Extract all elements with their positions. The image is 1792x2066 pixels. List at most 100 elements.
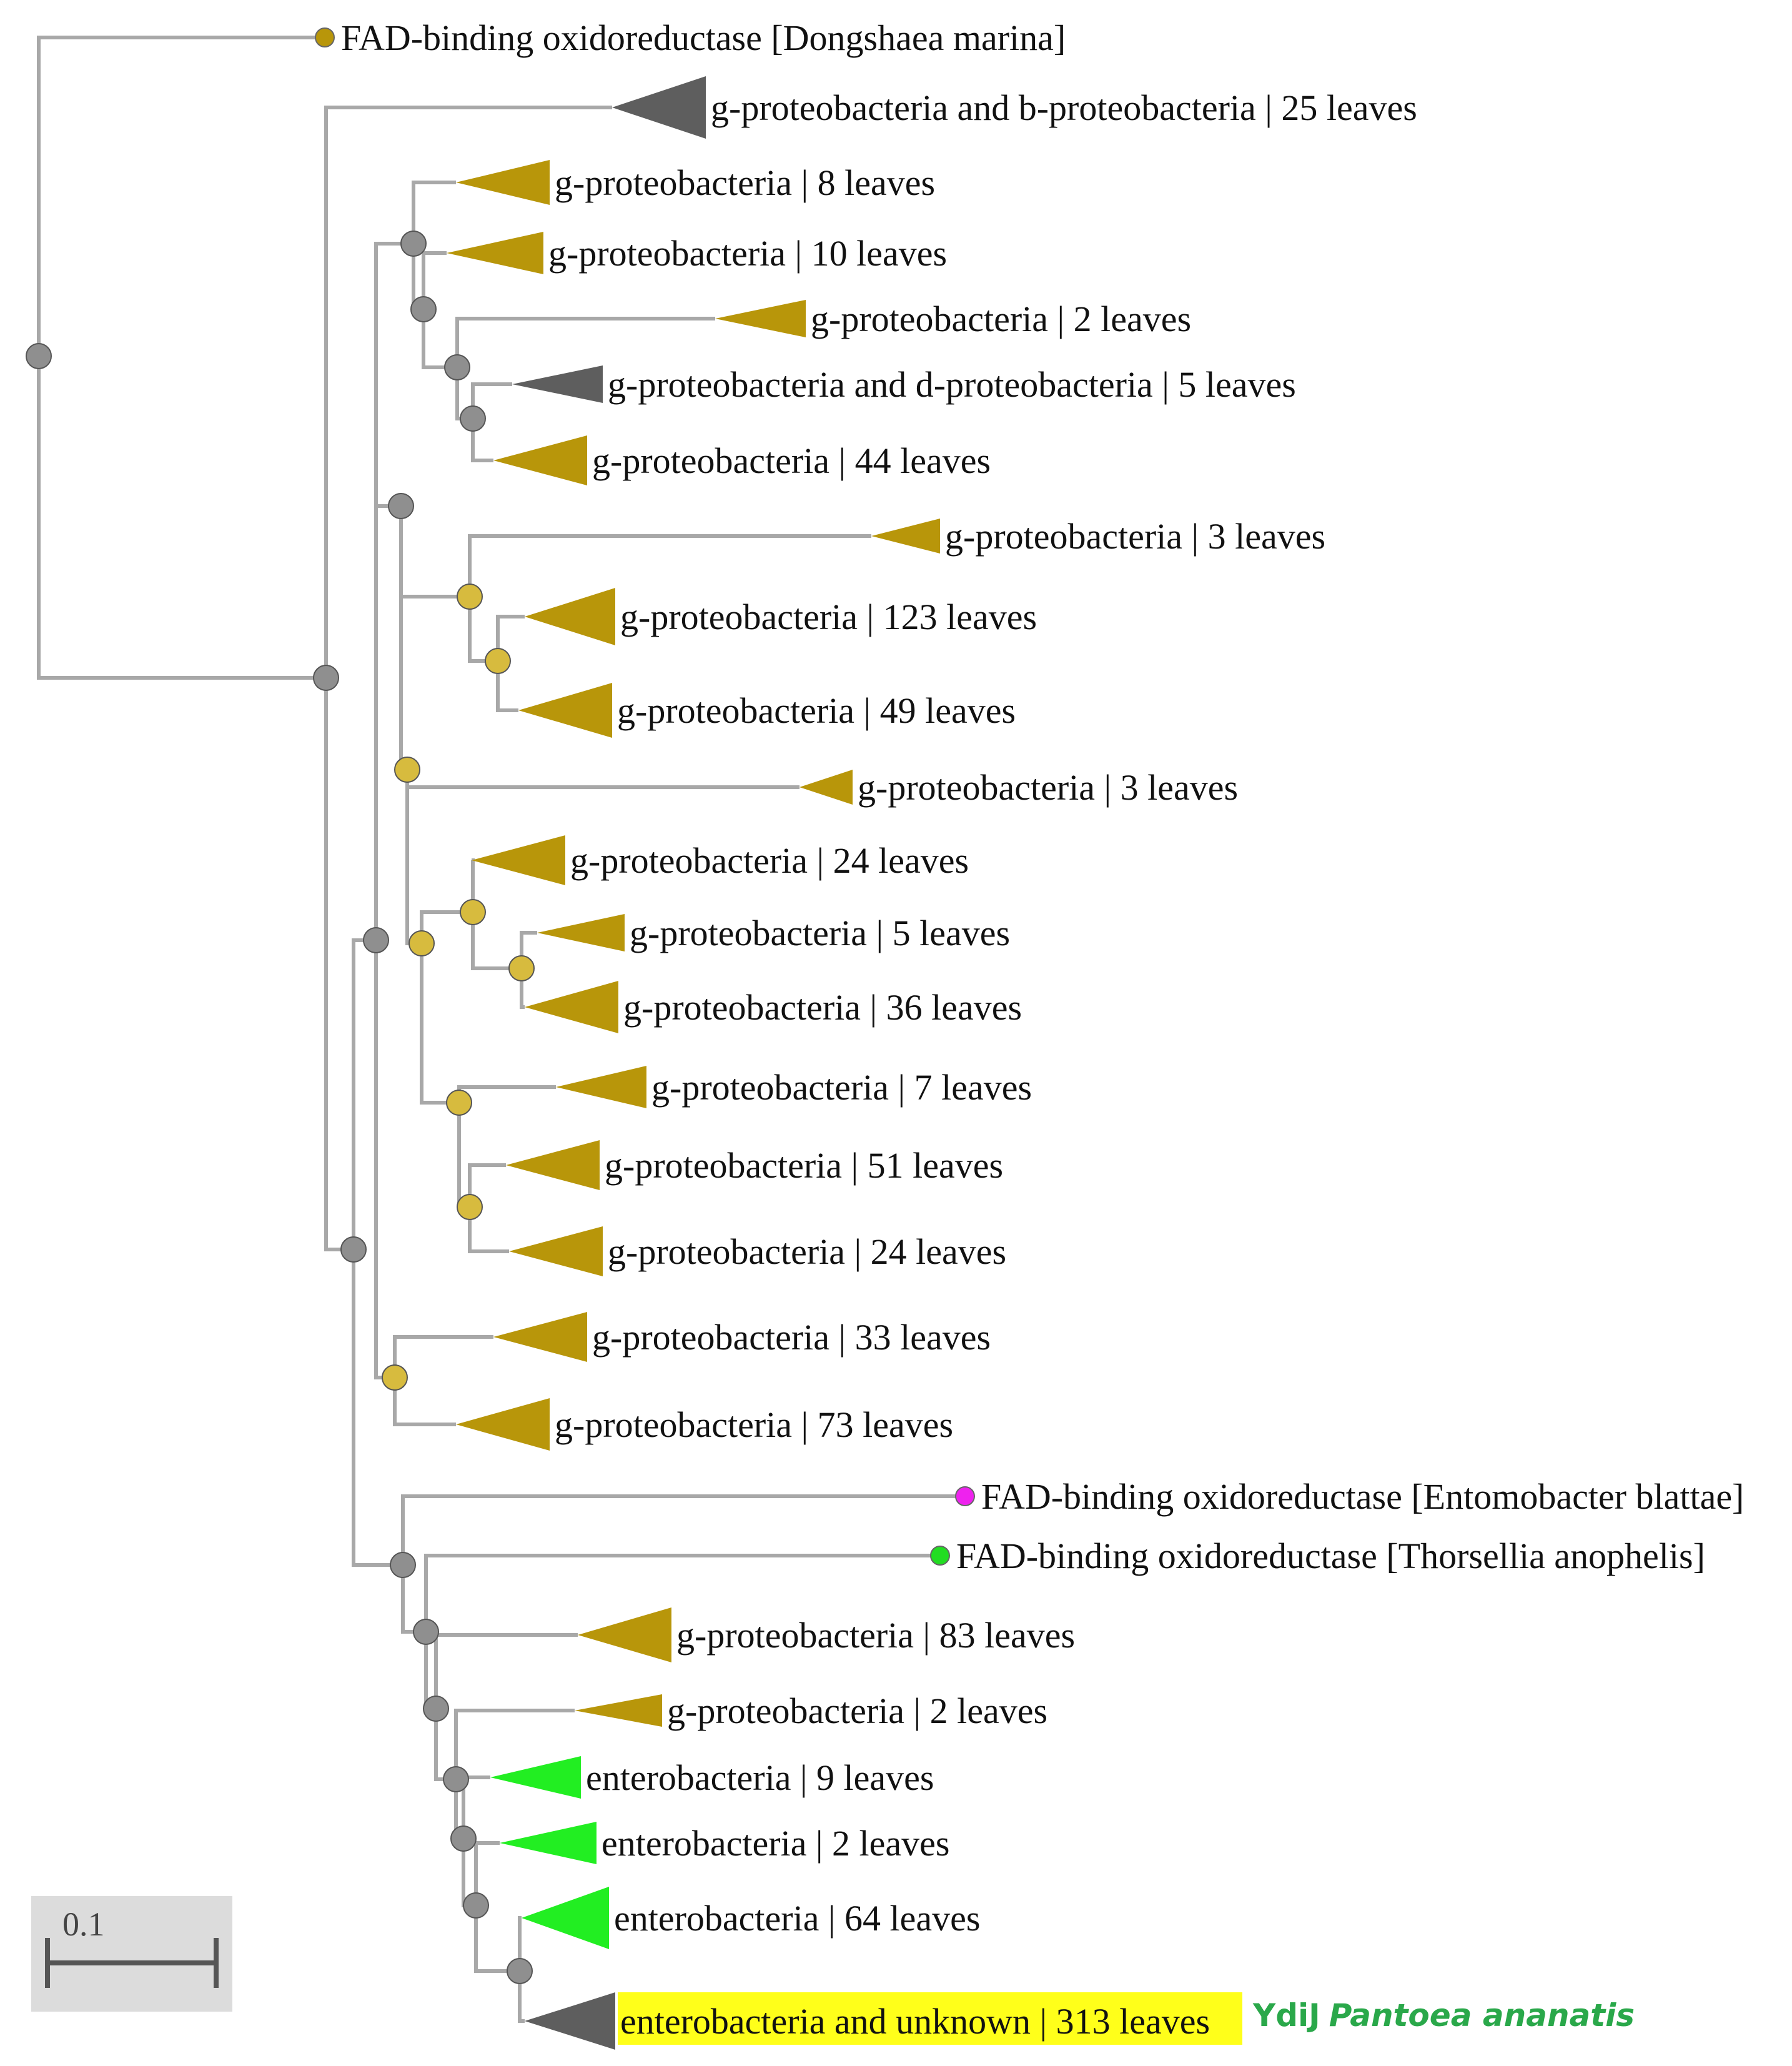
internal-node (313, 665, 339, 691)
leaf-label: g-proteobacteria | 83 leaves (676, 1615, 1075, 1656)
scale-bar-background (31, 1896, 232, 2012)
branch-line (401, 1494, 965, 1565)
branch-line (399, 506, 470, 598)
internal-node (508, 955, 535, 981)
internal-node (26, 343, 52, 369)
internal-node (443, 1766, 469, 1792)
branch-line (457, 1085, 556, 1103)
leaf-node-dot (930, 1546, 950, 1566)
leaf-label: enterobacteria | 2 leaves (601, 1823, 949, 1864)
scale-bar-label: 0.1 (62, 1905, 105, 1943)
leaf-labels: FAD-binding oxidoreductase [Dongshaea ma… (341, 17, 1744, 2045)
collapsed-clade-triangle (556, 1066, 646, 1108)
collapsed-clade-triangle (518, 683, 612, 738)
collapsed-clade-triangle (715, 300, 806, 337)
leaf-label: g-proteobacteria | 3 leaves (858, 767, 1238, 808)
leaf-label: g-proteobacteria | 123 leaves (620, 597, 1037, 637)
branch-line (518, 1971, 525, 2023)
leaf-label: g-proteobacteria | 2 leaves (667, 1691, 1047, 1731)
internal-node (457, 584, 483, 610)
internal-node (390, 1552, 416, 1578)
leaf-label: g-proteobacteria | 8 leaves (555, 162, 935, 203)
leaf-label: g-proteobacteria | 24 leaves (608, 1231, 1006, 1272)
leaf-label: g-proteobacteria | 44 leaves (592, 440, 991, 481)
branch-line (434, 1633, 578, 1709)
internal-node (408, 930, 435, 956)
tree-nodes (26, 231, 535, 1984)
internal-node (423, 1696, 449, 1722)
collapsed-clade-triangle (456, 1398, 550, 1451)
leaf-label: g-proteobacteria | 33 leaves (592, 1317, 991, 1358)
internal-node (388, 493, 414, 519)
branch-line (374, 504, 401, 940)
branch-line (324, 678, 354, 1251)
internal-node (446, 1090, 472, 1116)
collapsed-clade-triangle (575, 1694, 662, 1727)
collapsed-clade-triangle (472, 835, 565, 885)
branch-line (412, 181, 456, 244)
leaf-label: g-proteobacteria | 24 leaves (570, 840, 969, 881)
leaf-node-dot (955, 1486, 975, 1506)
collapsed-clade-triangle (522, 1887, 609, 1949)
branch-line (422, 251, 447, 309)
leaf-label: g-proteobacteria | 2 leaves (811, 299, 1191, 339)
branch-line (496, 661, 518, 712)
internal-node (340, 1236, 367, 1263)
collapsed-clade-triangle (525, 981, 618, 1033)
leaf-label: FAD-binding oxidoreductase [Thorsellia a… (956, 1536, 1705, 1576)
collapsed-clade-triangle (506, 1140, 600, 1190)
internal-node (450, 1825, 477, 1852)
leaf-label: enterobacteria | 64 leaves (614, 1898, 980, 1939)
collapsed-clade-triangle (509, 1226, 603, 1276)
leaf-label: enterobacteria | 9 leaves (586, 1757, 934, 1798)
internal-node (507, 1958, 533, 1984)
collapsed-clade-triangle (612, 76, 706, 139)
collapsed-clades (315, 27, 975, 2050)
internal-node (363, 927, 389, 953)
branch-line (468, 1163, 506, 1207)
collapsed-clade-triangle (447, 232, 543, 274)
branch-line (468, 1207, 509, 1253)
branch-line (455, 317, 715, 367)
leaf-node-dot (315, 27, 335, 47)
leaf-label: g-proteobacteria | 36 leaves (623, 987, 1022, 1028)
collapsed-clade-triangle (799, 770, 853, 805)
branch-line (405, 770, 422, 945)
branch-line (405, 770, 799, 789)
branch-line (37, 36, 325, 356)
branch-line (474, 1841, 500, 1905)
ydij-annotation: YdiJ Pantoea ananatis (1252, 1997, 1635, 2034)
internal-node (382, 1364, 408, 1391)
internal-node (413, 1619, 439, 1645)
leaf-label: g-proteobacteria | 3 leaves (945, 516, 1325, 557)
leaf-label: enterobacteria and unknown | 313 leaves (620, 2001, 1210, 2042)
leaf-label: g-proteobacteria | 73 leaves (555, 1404, 953, 1445)
collapsed-clade-triangle (512, 365, 603, 403)
annotation-protein: YdiJ (1252, 1997, 1320, 2034)
collapsed-clade-triangle (525, 588, 615, 645)
branch-line (471, 912, 522, 970)
leaf-label: FAD-binding oxidoreductase [Dongshaea ma… (341, 17, 1066, 58)
internal-node (460, 405, 486, 432)
collapsed-clade-triangle (500, 1822, 597, 1864)
leaf-label: g-proteobacteria | 51 leaves (605, 1145, 1003, 1186)
collapsed-clade-triangle (537, 914, 625, 951)
scale-bar: 0.1 (31, 1896, 232, 2012)
branch-line (393, 1335, 493, 1378)
annotation-text: YdiJ Pantoea ananatis (1252, 1997, 1635, 2034)
leaf-label: g-proteobacteria | 49 leaves (617, 690, 1016, 731)
leaf-label: g-proteobacteria and b-proteobacteria | … (711, 87, 1417, 128)
collapsed-clade-triangle (490, 1756, 581, 1799)
collapsed-clade-triangle (578, 1607, 671, 1662)
branch-line (474, 1905, 520, 1973)
branch-line (352, 1249, 403, 1567)
internal-node (410, 296, 437, 322)
highlight-box (618, 1992, 1242, 2045)
collapsed-clade-triangle (525, 1992, 615, 2050)
collapsed-clade-triangle (456, 160, 550, 205)
leaf-label: FAD-binding oxidoreductase [Entomobacter… (981, 1476, 1744, 1517)
branch-line (37, 356, 326, 680)
internal-node (400, 231, 427, 257)
branch-line (454, 1709, 575, 1779)
branch-line (399, 506, 407, 772)
